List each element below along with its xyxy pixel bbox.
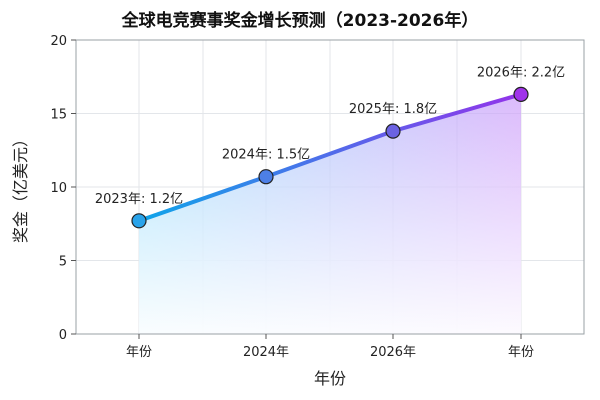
x-axis-label: 年份 — [314, 369, 346, 388]
x-tick-label: 2024年 — [243, 345, 289, 360]
x-tick-label: 年份 — [508, 345, 534, 360]
series-line — [137, 92, 523, 223]
x-axis-ticks: 年份 2024年 2026年 年份 — [126, 334, 534, 360]
y-tick-label: 20 — [50, 34, 67, 49]
data-labels: 2023年: 1.2亿 2024年: 1.5亿 2025年: 1.8亿 2026年: … — [95, 65, 565, 206]
x-tick-label: 年份 — [126, 345, 152, 360]
data-point-marker — [258, 169, 274, 185]
data-label: 2026年: 2.2亿 — [477, 65, 565, 80]
data-point-marker — [513, 86, 529, 102]
y-tick-label: 10 — [50, 181, 67, 196]
markers — [131, 86, 529, 229]
area-fill-fade — [139, 94, 521, 334]
series-line-path — [137, 92, 523, 223]
data-point-marker — [131, 213, 147, 229]
x-tick-label: 2026年 — [370, 345, 416, 360]
y-axis-ticks: 0 5 10 15 20 — [50, 34, 76, 343]
y-axis-label: 奖金（亿美元） — [11, 131, 30, 243]
data-label: 2024年: 1.5亿 — [222, 148, 310, 163]
data-label: 2025年: 1.8亿 — [349, 102, 437, 117]
y-tick-label: 5 — [59, 255, 67, 270]
data-point-marker — [385, 123, 401, 139]
y-tick-label: 0 — [59, 328, 67, 343]
y-tick-label: 15 — [50, 108, 67, 123]
data-label: 2023年: 1.2亿 — [95, 192, 183, 207]
chart-title: 全球电竞赛事奖金增长预测（2023-2026年） — [121, 10, 479, 31]
area-fill — [139, 94, 521, 334]
